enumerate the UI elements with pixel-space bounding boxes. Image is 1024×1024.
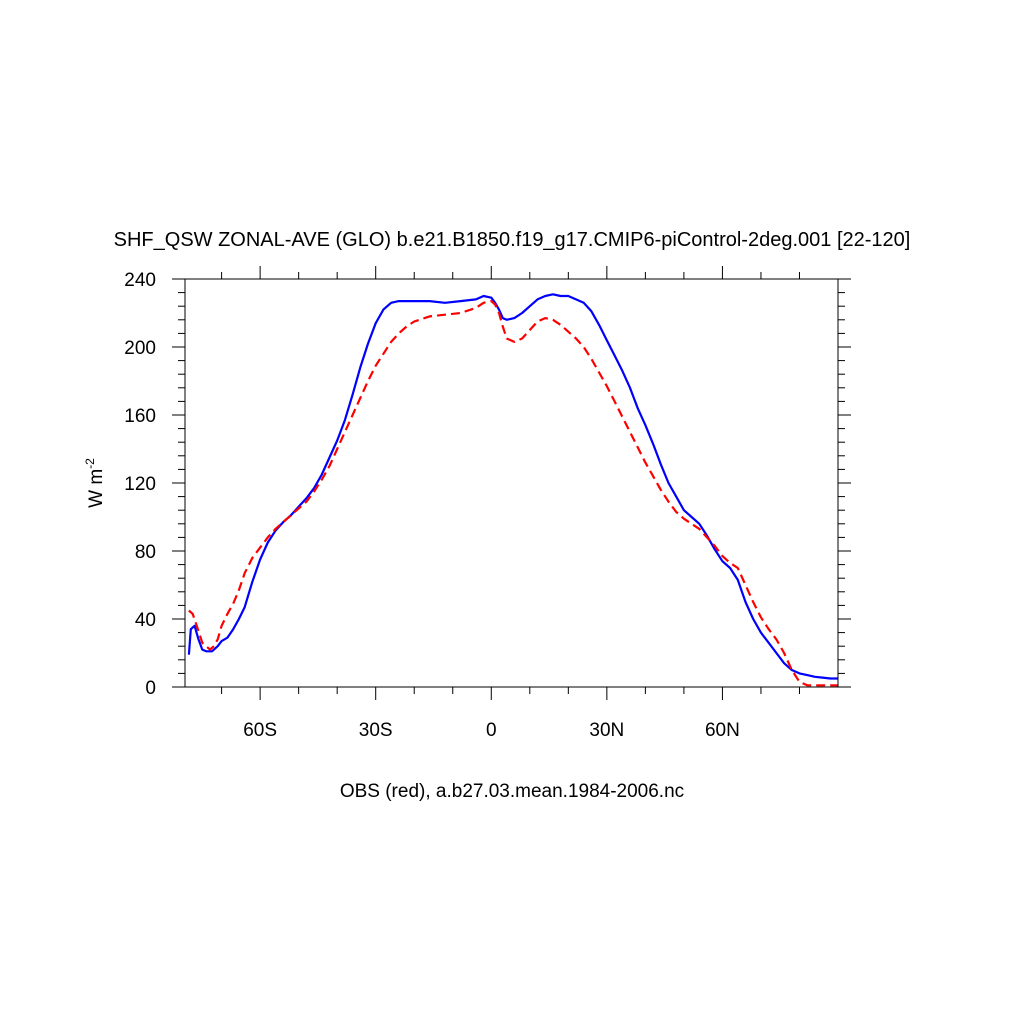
axis-ticks (172, 266, 851, 700)
x-tick-labels: 60S 30S 0 30N 60N (243, 720, 740, 741)
y-axis-label-superscript: -2 (83, 458, 97, 469)
x-tick-label-2: 0 (486, 720, 497, 741)
chart-subtitle: OBS (red), a.b27.03.mean.1984-2006.nc (340, 781, 684, 802)
y-tick-label-5: 200 (124, 338, 156, 359)
series-line-0 (187, 293, 838, 680)
plot-frame (184, 278, 839, 688)
x-tick-label-0: 60S (243, 720, 277, 741)
x-tick-label-4: 60N (705, 720, 740, 741)
y-axis-label-main: W m (86, 469, 107, 508)
y-tick-labels: 0 40 80 120 160 200 240 (124, 270, 156, 699)
data-series (187, 293, 838, 687)
y-tick-label-4: 160 (124, 406, 156, 427)
y-tick-label-3: 120 (124, 474, 156, 495)
chart-title: SHF_QSW ZONAL-AVE (GLO) b.e21.B1850.f19_… (114, 229, 911, 251)
y-axis-label: W m-2 (83, 458, 107, 508)
y-tick-label-6: 240 (124, 270, 156, 291)
y-tick-label-2: 80 (135, 542, 156, 563)
y-tick-label-1: 40 (135, 610, 156, 631)
series-line-1 (188, 300, 838, 687)
x-tick-label-3: 30N (589, 720, 624, 741)
y-tick-label-0: 0 (145, 678, 156, 699)
x-tick-label-1: 30S (359, 720, 393, 741)
